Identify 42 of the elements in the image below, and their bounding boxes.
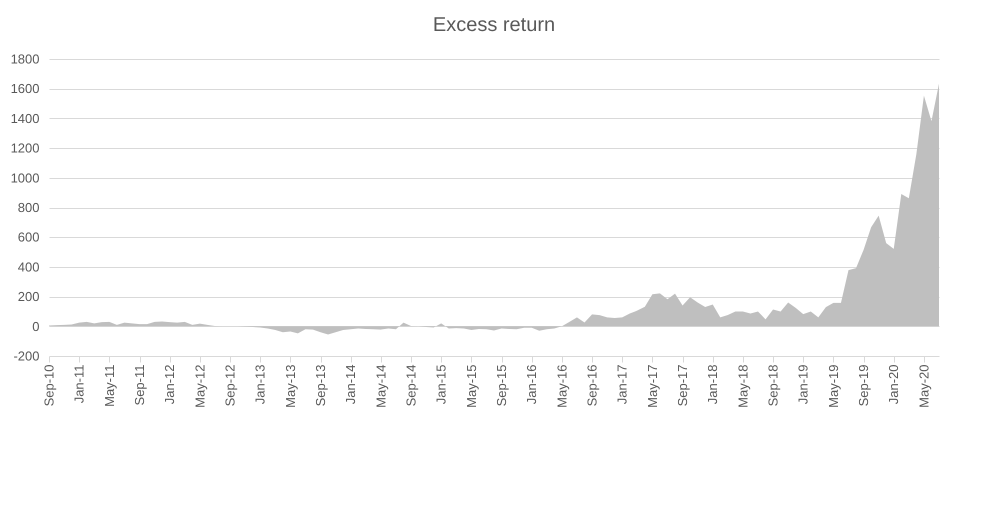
x-tick-label: May-12 — [192, 364, 208, 408]
x-tick-label: Sep-18 — [766, 364, 781, 406]
x-tick-label: Jan-11 — [72, 364, 87, 404]
x-tick-label: Sep-11 — [132, 364, 148, 406]
y-tick-label: 1200 — [10, 140, 40, 156]
x-tick-label: May-19 — [826, 364, 841, 408]
x-tick-label: May-17 — [644, 364, 660, 408]
x-tick-label: May-11 — [102, 364, 117, 407]
y-tick-label: 800 — [18, 200, 40, 215]
x-tick-label: Sep-10 — [42, 364, 56, 406]
x-tick-label: Jan-13 — [252, 364, 268, 404]
x-tick-label: May-14 — [373, 364, 388, 408]
x-tick-label: Sep-17 — [675, 364, 690, 406]
y-tick-label: 1000 — [10, 170, 40, 186]
x-tick-label: Sep-13 — [313, 364, 328, 406]
y-tick-label: 1800 — [10, 52, 40, 66]
x-tick-label: Jan-19 — [796, 364, 811, 404]
y-tick-label: -200 — [13, 348, 40, 364]
x-tick-label: May-16 — [554, 364, 570, 408]
x-tick-label: Jan-12 — [162, 364, 178, 404]
x-tick-label: Jan-18 — [705, 364, 720, 404]
y-tick-label: 0 — [32, 318, 40, 334]
x-tick-label: Sep-19 — [856, 364, 872, 406]
x-tick-label: Jan-17 — [614, 364, 630, 404]
x-tick-label: Jan-20 — [886, 364, 902, 404]
chart-title: Excess return — [432, 14, 556, 36]
x-tick-label: May-13 — [282, 364, 298, 408]
x-tick-label: Jan-14 — [343, 364, 358, 404]
x-tick-label: May-20 — [916, 364, 932, 408]
x-tick-label: Sep-14 — [404, 364, 419, 406]
y-tick-label: 1600 — [10, 81, 40, 96]
x-tick-label: May-18 — [735, 364, 750, 408]
x-tick-label: Sep-16 — [584, 364, 600, 406]
x-tick-label: Jan-15 — [434, 364, 449, 404]
x-tick-label: May-15 — [464, 364, 479, 408]
x-tick-label: Sep-15 — [494, 364, 510, 406]
y-tick-label: 600 — [18, 230, 40, 245]
x-tick-label: Jan-16 — [524, 364, 540, 404]
y-tick-label: 400 — [18, 259, 40, 274]
x-tick-label: Sep-12 — [222, 364, 238, 406]
y-tick-label: 200 — [18, 289, 40, 304]
y-tick-label: 1400 — [10, 110, 40, 126]
